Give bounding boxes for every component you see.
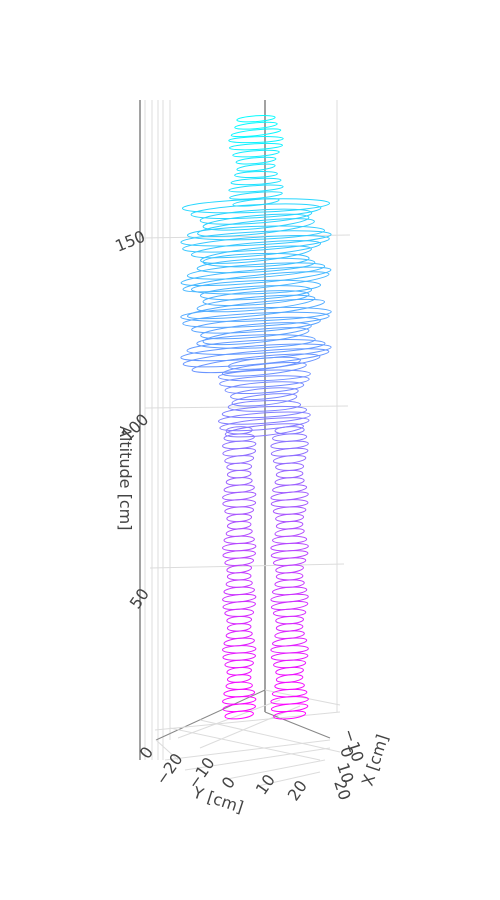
contour-ring bbox=[225, 609, 254, 617]
contour-ring bbox=[226, 579, 253, 588]
y-axis-title: Y [cm] bbox=[190, 782, 246, 816]
chart-grid bbox=[140, 100, 350, 786]
contour-ring bbox=[272, 536, 306, 544]
contour-ring bbox=[225, 506, 254, 515]
grid-line bbox=[265, 690, 340, 705]
z-tick-label: 50 bbox=[126, 585, 153, 613]
grid-line bbox=[222, 760, 325, 780]
contour-ring bbox=[272, 689, 307, 698]
contour-ring bbox=[271, 645, 309, 654]
contour-ring bbox=[275, 463, 303, 471]
contour-ring bbox=[275, 579, 305, 588]
contour-ring bbox=[226, 682, 253, 690]
contour-ring bbox=[273, 506, 306, 515]
x-axis-title: X [cm] bbox=[358, 732, 392, 788]
contour-ring bbox=[224, 433, 255, 442]
contour-ring bbox=[191, 201, 322, 221]
contour-ring bbox=[224, 536, 255, 544]
contour-ring bbox=[200, 206, 312, 227]
contour-ring bbox=[227, 470, 251, 478]
grid-line bbox=[156, 690, 265, 740]
contour-ring bbox=[227, 623, 251, 632]
contour-ring bbox=[222, 543, 256, 552]
contour-ring bbox=[223, 499, 256, 507]
z-axis-title: Altitude [cm] bbox=[116, 426, 135, 530]
contour-ring bbox=[180, 341, 331, 364]
y-tick-label: 0 bbox=[218, 773, 239, 792]
contour-ring bbox=[227, 572, 251, 580]
contour-ring bbox=[276, 572, 303, 580]
contour-ring bbox=[276, 623, 303, 632]
contour-ring bbox=[227, 513, 252, 522]
contour-ring bbox=[218, 369, 310, 383]
contour-ring bbox=[225, 380, 304, 396]
contour-ring bbox=[181, 263, 332, 289]
z-tick-label: 150 bbox=[112, 227, 147, 256]
z-tick-label: 0 bbox=[136, 743, 157, 762]
grid-line bbox=[155, 712, 340, 730]
contour-ring bbox=[235, 171, 278, 178]
contour-ring bbox=[222, 645, 256, 653]
contour-ring bbox=[226, 477, 252, 486]
contour-ring bbox=[227, 463, 252, 471]
contour-ring bbox=[223, 652, 256, 661]
y-tick-label: −20 bbox=[152, 750, 187, 789]
contour-ring bbox=[276, 616, 304, 625]
contour-ring bbox=[276, 470, 303, 479]
contour-ring bbox=[275, 682, 305, 690]
contour-ring bbox=[203, 252, 310, 269]
contour-ring bbox=[229, 142, 282, 151]
contour-ring bbox=[224, 689, 255, 698]
contour-ring bbox=[272, 433, 307, 442]
body-contour-series bbox=[180, 114, 331, 720]
contour-ring bbox=[227, 616, 252, 624]
y-tick-label: 10 bbox=[252, 771, 279, 799]
contour-ring bbox=[271, 652, 308, 661]
y-tick-label: 20 bbox=[284, 777, 311, 805]
contour-ring bbox=[182, 309, 329, 330]
contour-ring bbox=[233, 149, 280, 158]
